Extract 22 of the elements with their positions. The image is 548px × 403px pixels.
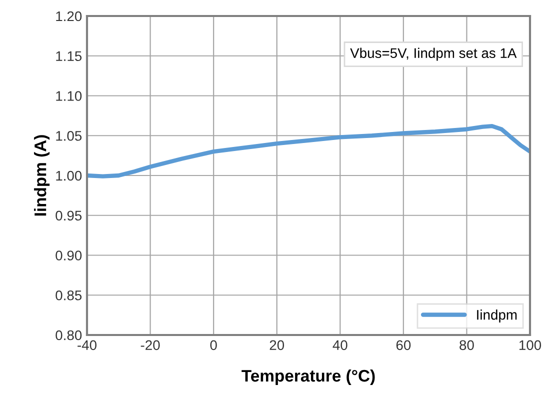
x-tick-label: -40 [78,340,96,350]
y-tick-label: 1.15 [56,51,82,62]
line-series [87,124,530,178]
y-tick-label: 0.80 [56,330,82,340]
y-tick-label: 1.05 [56,130,82,141]
y-tick-label: 0.85 [56,290,82,300]
annotation: Vbus=5V, Iindpm set as 1A [350,48,517,61]
x-tick-label: 40 [332,340,348,350]
x-tick-label: 20 [270,340,284,350]
y-tick-label: 1.10 [56,91,82,101]
y-axis-title: Iindpm (A) [34,135,50,216]
x-tick-label: 0 [210,340,217,350]
x-axis-title: Temperature (°C) [242,369,375,386]
y-tick-label: 1.00 [56,170,82,181]
x-tick-label: -20 [140,340,160,350]
y-tick-label: 0.95 [56,210,82,221]
x-tick-label: 60 [396,340,411,350]
y-tick-label: 0.90 [56,250,82,260]
y-tick-label: 1.20 [56,11,82,22]
x-tick-label: 100 [519,340,542,350]
legend-label: Iindpm [477,310,517,322]
x-tick-label: 80 [460,340,474,350]
